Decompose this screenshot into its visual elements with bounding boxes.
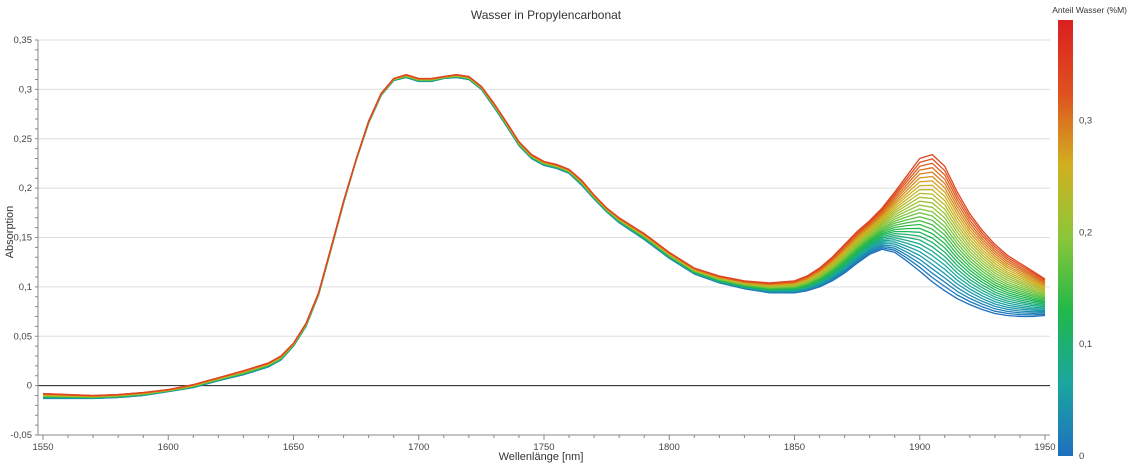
spectrum-line — [42, 75, 1046, 398]
y-tick-label: 0,05 — [14, 331, 33, 342]
grid — [38, 39, 1050, 436]
x-tick-label: 1550 — [32, 442, 53, 453]
y-tick-label: 0,1 — [19, 282, 32, 293]
axes: -0,05 0 0,05 0,1 0,15 0,2 0,25 0,3 0,35 1550 1600 1… — [10, 35, 1055, 453]
x-tick-label: 1900 — [909, 442, 930, 453]
x-tick-label: 1800 — [659, 442, 680, 453]
x-tick-label: 1850 — [784, 442, 805, 453]
y-tick-label: 0 — [27, 381, 32, 392]
colorbar-tick-label: 0,2 — [1079, 227, 1092, 238]
y-tick-label: 0,25 — [14, 134, 33, 145]
spectrum-line — [42, 75, 1046, 398]
y-tick-label: -0,05 — [10, 430, 32, 441]
x-tick-label: 1750 — [533, 442, 554, 453]
colorbar-tick-label: 0,1 — [1079, 339, 1092, 350]
x-tick-label: 1950 — [1034, 442, 1055, 453]
y-tick-label: 0,15 — [14, 233, 33, 244]
spectrum-line — [42, 75, 1046, 398]
spectrum-line — [42, 75, 1046, 399]
colorbar-bar — [1058, 20, 1073, 456]
colorbar-title: Anteil Wasser (%M) — [1052, 5, 1127, 15]
spectrum-line — [42, 75, 1046, 398]
x-axis-label: Wellenlänge [nm] — [499, 451, 584, 463]
series-group — [42, 73, 1046, 400]
y-tick-label: 0,35 — [14, 35, 33, 46]
colorbar: 0 0,1 0,2 0,3 — [1058, 20, 1092, 462]
x-tick-label: 1700 — [408, 442, 429, 453]
colorbar-tick-label: 0 — [1079, 451, 1084, 462]
spectrum-line — [42, 73, 1046, 397]
chart-title: Wasser in Propylencarbonat — [471, 8, 622, 22]
y-tick-label: 0,2 — [19, 183, 32, 194]
y-axis-label: Absorption — [4, 206, 16, 259]
colorbar-tick-label: 0,3 — [1079, 116, 1092, 127]
y-tick-label: 0,3 — [19, 84, 32, 95]
x-tick-label: 1600 — [158, 442, 179, 453]
spectrum-line — [42, 75, 1046, 398]
x-tick-label: 1650 — [283, 442, 304, 453]
